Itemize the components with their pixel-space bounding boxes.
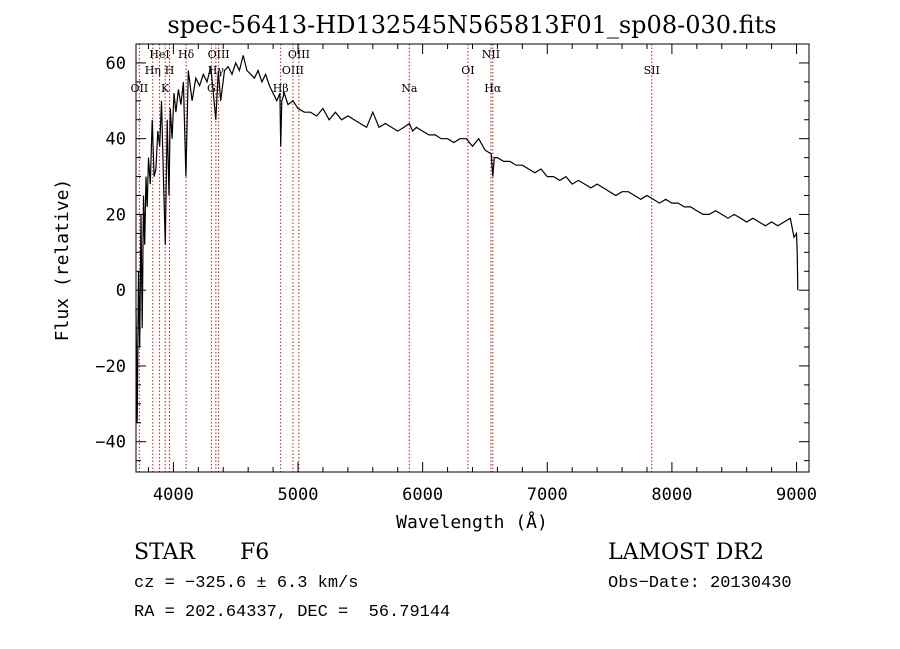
- spectral-line-label: K: [161, 82, 170, 95]
- spectral-line-label: Hβ: [273, 82, 289, 95]
- y-tick-label: 40: [106, 130, 126, 150]
- spectral-line-label: OI: [461, 64, 474, 77]
- spectral-line-label: OIII: [288, 48, 310, 61]
- spectral-line-label: HeI: [149, 48, 169, 61]
- y-tick-label: 60: [106, 54, 126, 74]
- object-type: STAR: [134, 540, 195, 565]
- spectral-line-label: Hη: [145, 64, 161, 77]
- coordinates: RA = 202.64337, DEC = 56.79144: [134, 603, 451, 622]
- spectral-line-markers: [138, 44, 653, 472]
- x-tick-label: 7000: [527, 485, 568, 505]
- y-tick-label: −20: [95, 357, 126, 377]
- spectral-line-label: Hα: [484, 82, 502, 95]
- spectral-line-label: SII: [644, 64, 660, 77]
- survey-name: LAMOST DR2: [608, 540, 764, 565]
- x-tick-label: 9000: [776, 485, 817, 505]
- spectral-line-labels: OIIHηHeIKHHδGHγOIIIHβOIIIOIIINaOINIIHαSI…: [131, 48, 660, 95]
- x-tick-label: 5000: [278, 485, 319, 505]
- redshift-cz: cz = −325.6 ± 6.3 km/s: [134, 574, 359, 593]
- y-tick-label: 0: [116, 281, 126, 301]
- y-axis-ticks: −40 −20 0 20 40 60: [95, 43, 809, 462]
- spectral-line-label: H: [165, 64, 175, 77]
- spectral-line-label: Hδ: [178, 48, 195, 61]
- y-tick-label: −40: [95, 433, 126, 453]
- y-tick-label: 20: [106, 205, 126, 225]
- x-tick-label: 6000: [402, 485, 443, 505]
- spectral-line-label: OIII: [282, 64, 304, 77]
- spectrum-line: [135, 55, 799, 423]
- spectral-line-label: Na: [401, 82, 418, 95]
- observation-date: Obs−Date: 20130430: [608, 574, 792, 593]
- x-tick-label: 4000: [153, 485, 194, 505]
- spectral-subclass: F6: [240, 540, 270, 565]
- spectral-line-label: OII: [131, 82, 149, 95]
- x-tick-label: 8000: [651, 485, 692, 505]
- spectral-line-label: OIII: [208, 48, 230, 61]
- spectral-line-label: G: [207, 82, 216, 95]
- chart-title: spec-56413-HD132545N565813F01_sp08-030.f…: [167, 11, 776, 39]
- plot-frame: [135, 43, 810, 473]
- x-axis-ticks: 4000 5000 6000 7000 8000 9000: [147, 44, 817, 505]
- y-axis-label: Flux (relative): [52, 179, 73, 342]
- x-axis-label: Wavelength (Å): [396, 511, 548, 533]
- spectral-line-label: NII: [482, 48, 500, 61]
